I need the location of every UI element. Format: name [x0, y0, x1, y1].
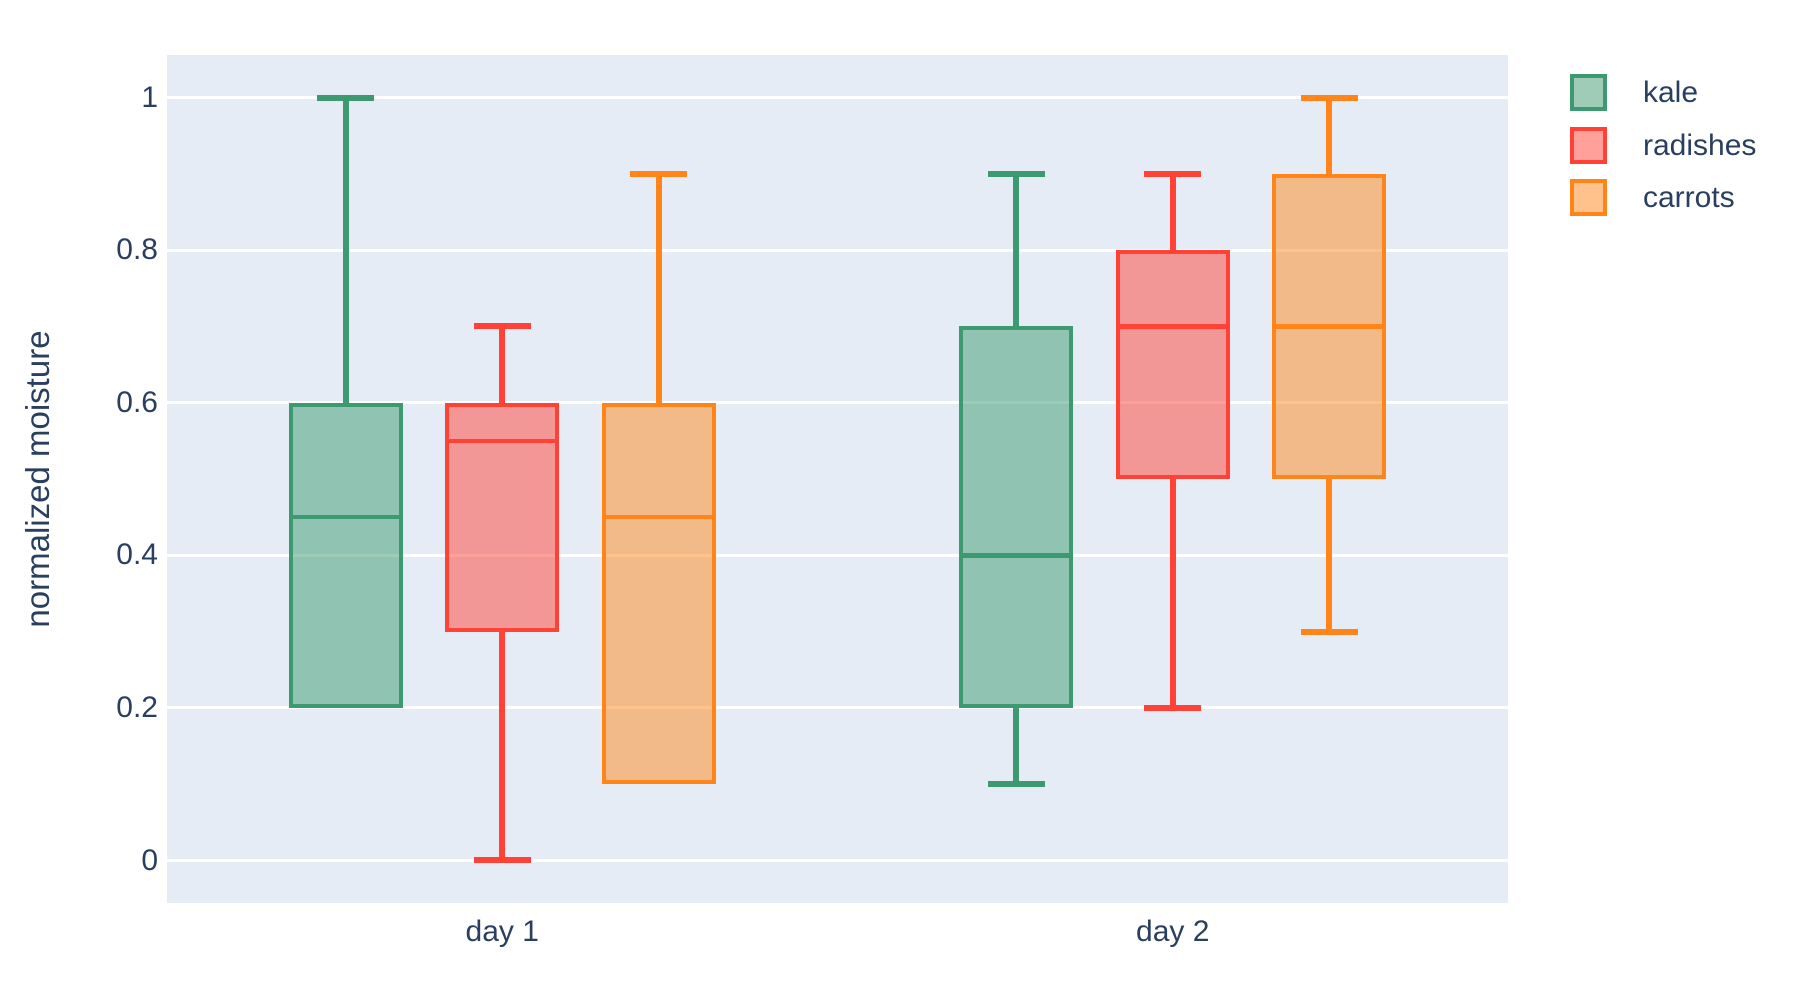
x-tick-label: day 1	[465, 915, 539, 948]
x-tick-label: day 2	[1136, 915, 1210, 948]
lower-whisker-cap-radishes-day-1	[473, 857, 531, 864]
box-radishes-day-1[interactable]	[445, 323, 560, 864]
upper-whisker-radishes-day-2	[1169, 173, 1176, 251]
legend: kale radishes carrots	[1570, 74, 1800, 234]
gridline	[167, 96, 1508, 99]
upper-whisker-cap-carrots-day-1	[630, 170, 688, 177]
lower-whisker-radishes-day-2	[1169, 478, 1176, 708]
legend-swatch-carrots-icon	[1570, 179, 1607, 216]
upper-whisker-cap-kale-day-2	[987, 170, 1045, 177]
y-axis-title: normalized moisture	[19, 330, 56, 628]
lower-whisker-cap-kale-day-2	[987, 781, 1045, 788]
median-line-radishes-day-2	[1115, 324, 1230, 329]
legend-item-carrots[interactable]: carrots	[1570, 179, 1735, 216]
y-tick-label: 0.2	[116, 690, 158, 724]
upper-whisker-radishes-day-1	[499, 326, 506, 403]
legend-label: kale	[1643, 76, 1699, 109]
legend-item-kale[interactable]: kale	[1570, 74, 1698, 111]
y-tick-label: 0.4	[116, 538, 158, 572]
box-kale-day-2[interactable]	[959, 170, 1074, 788]
box-rect-radishes-day-2	[1115, 250, 1230, 479]
median-line-carrots-day-1	[601, 514, 716, 520]
box-kale-day-1[interactable]	[288, 94, 403, 711]
lower-whisker-carrots-day-2	[1326, 479, 1333, 632]
upper-whisker-carrots-day-2	[1326, 97, 1333, 174]
median-line-kale-day-1	[288, 514, 403, 520]
box-rect-radishes-day-1	[445, 402, 560, 632]
y-tick-label: 0	[141, 843, 158, 877]
gridline	[167, 248, 1508, 252]
y-tick-label: 1	[141, 80, 158, 114]
gridline	[167, 401, 1508, 405]
legend-label: radishes	[1643, 128, 1757, 162]
gridline	[167, 859, 1508, 862]
lower-whisker-kale-day-2	[1013, 707, 1020, 785]
legend-swatch-radishes-icon	[1570, 126, 1607, 164]
upper-whisker-kale-day-2	[1013, 173, 1020, 327]
upper-whisker-cap-radishes-day-2	[1144, 170, 1202, 177]
box-rect-kale-day-1	[288, 402, 403, 708]
lower-whisker-cap-radishes-day-2	[1144, 704, 1202, 711]
legend-label: carrots	[1643, 181, 1735, 214]
lower-whisker-radishes-day-1	[499, 631, 506, 861]
median-line-carrots-day-2	[1272, 324, 1387, 329]
upper-whisker-cap-radishes-day-1	[473, 323, 531, 330]
gridline	[167, 706, 1508, 710]
box-carrots-day-2[interactable]	[1272, 94, 1387, 635]
box-rect-carrots-day-1	[601, 402, 716, 785]
upper-whisker-kale-day-1	[342, 97, 349, 403]
median-line-kale-day-2	[959, 553, 1074, 558]
y-tick-label: 0.6	[116, 385, 158, 419]
box-radishes-day-2[interactable]	[1115, 170, 1230, 711]
upper-whisker-cap-carrots-day-2	[1300, 94, 1358, 101]
legend-swatch-kale-icon	[1570, 74, 1607, 111]
box-rect-kale-day-2	[959, 326, 1074, 708]
gridline	[167, 553, 1508, 557]
upper-whisker-cap-kale-day-1	[317, 94, 375, 101]
lower-whisker-cap-carrots-day-2	[1300, 628, 1358, 635]
upper-whisker-carrots-day-1	[655, 173, 662, 403]
y-tick-label: 0.8	[116, 233, 158, 267]
box-carrots-day-1[interactable]	[601, 170, 716, 787]
median-line-radishes-day-1	[445, 438, 560, 444]
legend-item-radishes[interactable]: radishes	[1570, 126, 1757, 164]
